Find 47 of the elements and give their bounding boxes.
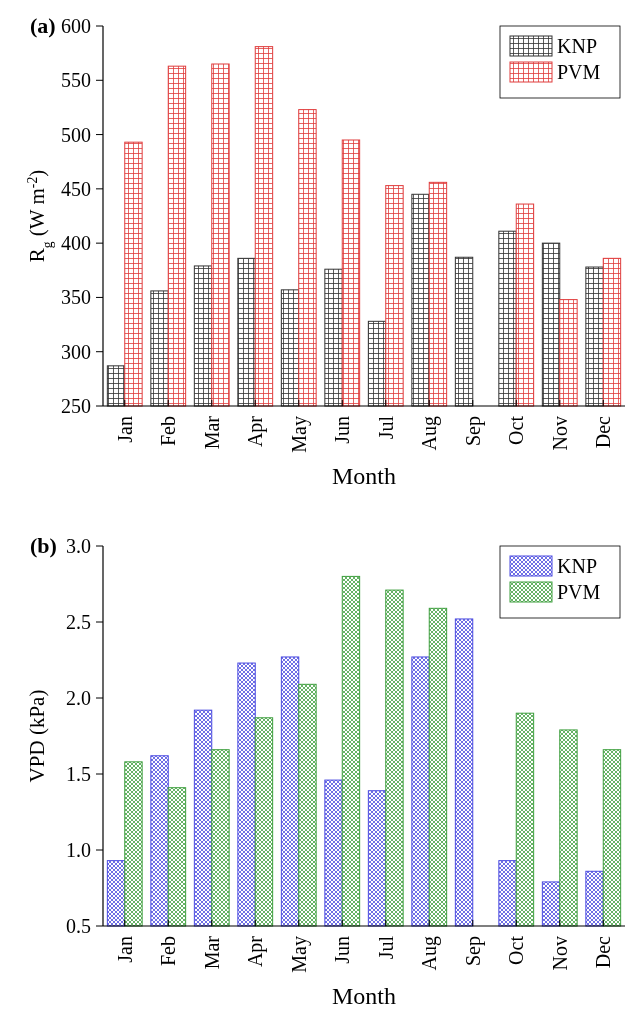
y-tick-label: 400: [61, 232, 91, 255]
chart-title: (a): [30, 13, 56, 38]
x-tick-label: Sep: [461, 936, 485, 966]
x-tick-label: May: [287, 416, 311, 453]
x-tick-label: Oct: [505, 935, 528, 965]
y-tick-label: 450: [61, 177, 91, 200]
y-tick-label: 2.0: [66, 687, 91, 709]
x-tick-label: Aug: [418, 936, 442, 971]
x-tick-label: Jan: [113, 936, 136, 963]
y-tick-label: 0.5: [66, 915, 91, 937]
x-tick-label: Oct: [505, 415, 528, 445]
y-tick-label: 300: [61, 340, 91, 363]
x-tick-label: Aug: [418, 416, 442, 451]
x-tick-label: Mar: [200, 935, 223, 970]
y-tick-label: 2.5: [66, 611, 91, 633]
x-tick-label: Jun: [331, 936, 354, 964]
legend-label: PVM: [557, 581, 601, 603]
y-tick-label: 350: [61, 286, 91, 309]
y-tick-label: 250: [61, 395, 91, 417]
y-tick-label: 1.0: [66, 839, 91, 861]
legend-label: KNP: [557, 35, 598, 57]
chart-title: (b): [30, 533, 57, 558]
x-tick-label: Jun: [331, 416, 354, 444]
x-axis-title: Month: [331, 463, 397, 489]
legend-label: PVM: [557, 61, 601, 83]
y-tick-label: 3.0: [66, 535, 91, 557]
y-tick-label: 1.5: [66, 763, 91, 785]
x-tick-label: Feb: [157, 936, 180, 966]
x-tick-label: Apr: [244, 935, 268, 968]
x-tick-label: Nov: [548, 936, 571, 971]
legend-label: KNP: [557, 555, 598, 577]
x-tick-label: May: [287, 936, 311, 973]
x-tick-label: Sep: [461, 416, 485, 446]
y-axis-title: VPD (kPa): [25, 689, 49, 783]
y-tick-label: 550: [61, 69, 91, 92]
y-tick-label: 500: [61, 123, 91, 146]
x-tick-label: Dec: [592, 415, 615, 449]
x-axis-title: Month: [331, 983, 397, 1009]
y-tick-label: 600: [61, 15, 91, 37]
x-tick-label: Apr: [244, 415, 268, 448]
x-tick-label: Dec: [592, 935, 615, 969]
x-tick-label: Jul: [374, 935, 397, 960]
x-tick-label: Feb: [157, 416, 180, 446]
x-tick-label: Jul: [374, 415, 397, 440]
x-tick-label: Nov: [548, 416, 571, 451]
x-tick-label: Mar: [200, 415, 223, 450]
x-tick-label: Jan: [113, 416, 136, 443]
